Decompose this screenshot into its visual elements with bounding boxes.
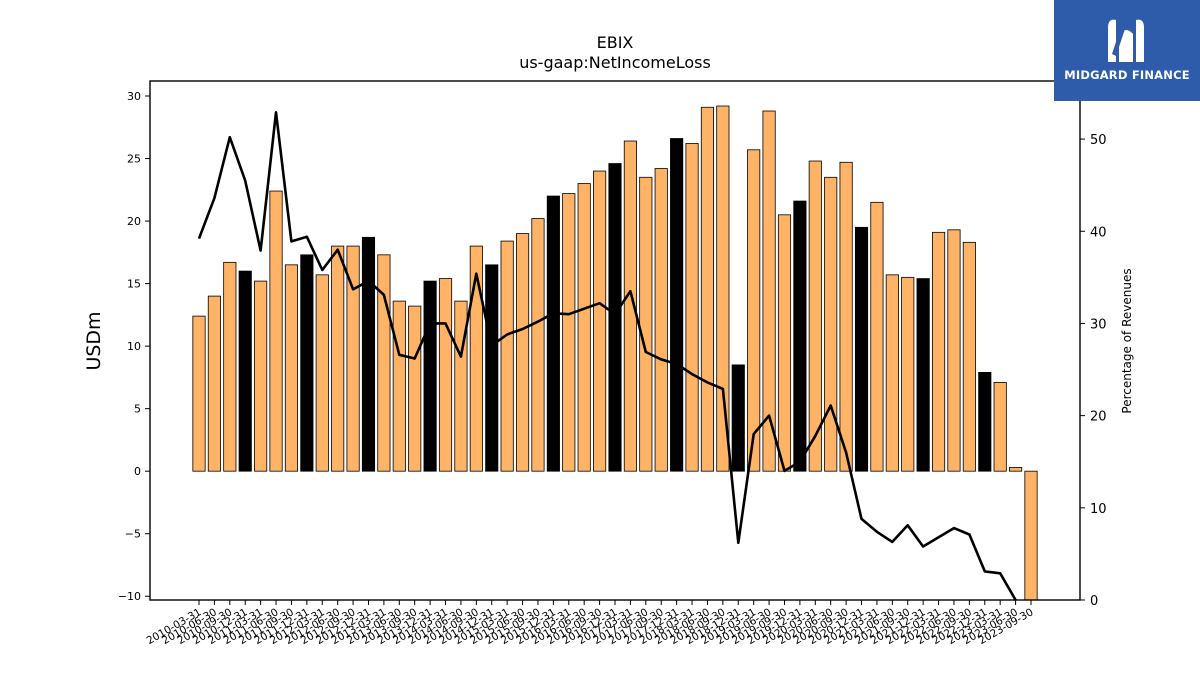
y2-tick-label: 0 — [1090, 594, 1098, 609]
bar-2019-12-31 — [793, 200, 807, 472]
percentage-line — [197, 111, 1017, 601]
bar-2013-09-30 — [408, 305, 422, 472]
bar-2022-12-31 — [978, 371, 992, 472]
y-tick-label: −5 — [125, 528, 141, 541]
bar-2020-09-30 — [839, 161, 853, 472]
bar-2023-03-31 — [993, 381, 1007, 472]
bar-2015-06-30 — [515, 233, 530, 472]
bar-2021-06-30 — [885, 274, 899, 472]
bar-2016-03-31 — [562, 193, 576, 472]
bar-2015-12-31 — [546, 195, 560, 472]
bar-2018-12-31 — [731, 364, 745, 472]
y2-tick-label: 30 — [1090, 317, 1107, 332]
y-tick-label: 30 — [127, 90, 141, 103]
y-tick-label: 20 — [127, 215, 141, 228]
y2-axis-label: Percentage of Revenues — [1120, 268, 1134, 413]
bar-2021-09-30 — [901, 276, 915, 472]
bar-2018-03-31 — [685, 143, 699, 472]
line-series — [197, 111, 1017, 601]
y2-tick-label: 20 — [1090, 410, 1107, 425]
bar-2011-09-30 — [284, 264, 299, 472]
bar-series — [192, 105, 1038, 601]
chart-title: EBIX — [597, 33, 634, 52]
y-tick-label: 5 — [134, 403, 141, 416]
midgard-logo-icon — [1108, 18, 1144, 62]
y2-tick-label: 50 — [1090, 133, 1107, 148]
bar-2023-09-30 — [1024, 470, 1038, 601]
bar-2012-06-30 — [331, 245, 345, 472]
logo-text: MIDGARD FINANCE — [1064, 68, 1190, 82]
bar-2020-03-31 — [808, 160, 822, 472]
bar-2010-06-30 — [207, 295, 221, 472]
y-axis-label: USDm — [83, 311, 105, 370]
chart-subtitle: us-gaap:NetIncomeLoss — [519, 53, 711, 72]
y-tick-label: 25 — [127, 153, 141, 166]
bar-2016-06-30 — [577, 183, 591, 472]
y-tick-label: 15 — [127, 278, 141, 291]
bar-2022-03-31 — [931, 231, 946, 472]
bar-2010-12-31 — [238, 270, 252, 472]
bar-2014-12-31 — [485, 264, 499, 472]
bar-2019-03-31 — [747, 149, 761, 472]
bar-2019-06-30 — [762, 110, 776, 472]
y-tick-label: 0 — [134, 465, 141, 478]
bar-2021-12-31 — [916, 278, 930, 472]
bar-2012-12-31 — [361, 236, 376, 472]
bar-2020-06-30 — [824, 176, 838, 472]
bar-2019-09-30 — [777, 214, 792, 472]
bar-2011-03-31 — [254, 280, 268, 472]
bar-2012-09-30 — [346, 245, 360, 472]
bar-2013-12-31 — [423, 280, 437, 472]
bar-2020-12-31 — [854, 226, 869, 472]
bar-2015-09-30 — [531, 218, 545, 472]
bar-2018-06-30 — [700, 106, 715, 472]
y-tick-label: −10 — [118, 590, 141, 603]
bar-2022-06-30 — [947, 229, 961, 472]
y2-tick-label: 10 — [1090, 502, 1107, 517]
y2-tick-label: 40 — [1090, 225, 1107, 240]
bar-2013-03-31 — [377, 254, 391, 472]
bar-2014-03-31 — [438, 278, 453, 472]
bar-2010-09-30 — [223, 261, 237, 472]
bar-2022-09-30 — [962, 241, 976, 472]
bar-2013-06-30 — [392, 300, 406, 472]
bar-2014-09-30 — [469, 245, 483, 472]
bar-2012-03-31 — [315, 274, 329, 472]
bar-2016-09-30 — [593, 170, 607, 472]
bar-2021-03-31 — [870, 201, 884, 472]
bar-2011-06-30 — [269, 190, 283, 472]
y-tick-label: 10 — [127, 340, 141, 353]
bar-2016-12-31 — [608, 163, 622, 472]
bar-2015-03-31 — [500, 240, 514, 472]
bar-2011-12-31 — [300, 254, 314, 472]
bar-2017-09-30 — [654, 168, 668, 472]
bar-2018-09-30 — [716, 105, 730, 472]
logo: MIDGARD FINANCE — [1054, 0, 1200, 101]
bar-2017-12-31 — [670, 138, 684, 472]
bar-2017-03-31 — [623, 140, 637, 472]
bar-2017-06-30 — [639, 176, 653, 472]
bar-2010-03-31 — [192, 315, 206, 472]
bar-2023-06-30 — [1009, 467, 1023, 472]
axes: −10−5051015202530010203040502010-03-3120… — [118, 80, 1107, 647]
